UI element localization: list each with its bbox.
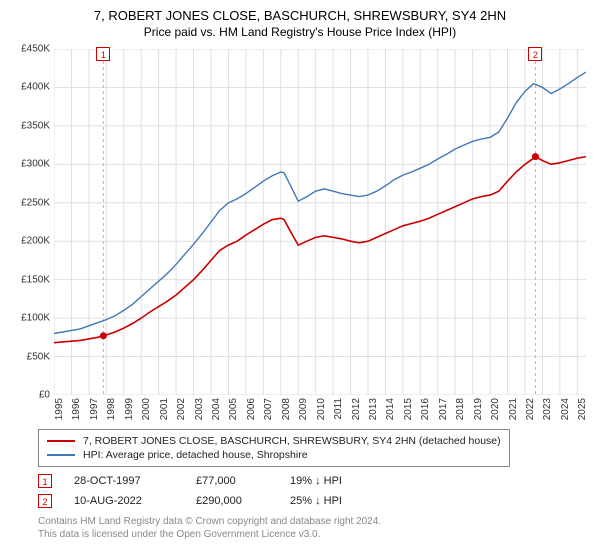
x-axis-tick-label: 2022 xyxy=(525,398,536,426)
x-axis-tick-label: 2006 xyxy=(246,398,257,426)
plot-area xyxy=(54,49,586,395)
x-axis-tick-label: 2020 xyxy=(490,398,501,426)
x-axis-tick-label: 2011 xyxy=(333,398,344,426)
footer-line-1: Contains HM Land Registry data © Crown c… xyxy=(38,515,592,528)
x-axis-tick-label: 2018 xyxy=(455,398,466,426)
legend-label-price-paid: 7, ROBERT JONES CLOSE, BASCHURCH, SHREWS… xyxy=(83,435,501,447)
event-1-price: £77,000 xyxy=(196,475,268,487)
event-1-hpi: 19% ↓ HPI xyxy=(290,475,370,487)
plot-svg xyxy=(54,49,586,395)
x-axis-tick-label: 2000 xyxy=(141,398,152,426)
x-axis-tick-label: 2004 xyxy=(211,398,222,426)
title-line-2: Price paid vs. HM Land Registry's House … xyxy=(8,25,592,39)
y-axis-tick-label: £150K xyxy=(8,274,50,285)
x-axis-tick-label: 2012 xyxy=(351,398,362,426)
chart: £0 £50K £100K £150K £200K £250K £300K £350K £400… xyxy=(8,45,592,423)
chart-event-marker: 1 xyxy=(96,47,110,61)
x-axis-tick-label: 1997 xyxy=(89,398,100,426)
x-axis-tick-label: 2002 xyxy=(176,398,187,426)
x-axis-tick-label: 2013 xyxy=(368,398,379,426)
x-axis-tick-label: 2019 xyxy=(473,398,484,426)
legend-label-hpi: HPI: Average price, detached house, Shro… xyxy=(83,449,308,461)
x-axis-tick-label: 2017 xyxy=(438,398,449,426)
y-axis-tick-label: £450K xyxy=(8,44,50,55)
legend-item-price-paid: 7, ROBERT JONES CLOSE, BASCHURCH, SHREWS… xyxy=(47,434,501,448)
x-axis-tick-label: 2016 xyxy=(420,398,431,426)
x-axis-tick-label: 2005 xyxy=(228,398,239,426)
y-axis-tick-label: £0 xyxy=(8,390,50,401)
legend-swatch-hpi xyxy=(47,454,75,456)
x-axis-tick-label: 2001 xyxy=(159,398,170,426)
event-2-price: £290,000 xyxy=(196,495,268,507)
x-axis-tick-label: 2009 xyxy=(298,398,309,426)
event-2-hpi: 25% ↓ HPI xyxy=(290,495,370,507)
event-marker-2-icon: 2 xyxy=(38,494,52,508)
x-axis-tick-label: 2025 xyxy=(577,398,588,426)
event-2-date: 10-AUG-2022 xyxy=(74,495,174,507)
title-line-1: 7, ROBERT JONES CLOSE, BASCHURCH, SHREWS… xyxy=(8,8,592,23)
footer: Contains HM Land Registry data © Crown c… xyxy=(38,515,592,541)
x-axis-tick-label: 1996 xyxy=(71,398,82,426)
y-axis-tick-label: £100K xyxy=(8,313,50,324)
x-axis-tick-label: 2021 xyxy=(508,398,519,426)
y-axis-tick-label: £350K xyxy=(8,120,50,131)
x-axis-tick-label: 2023 xyxy=(542,398,553,426)
event-marker-1-icon: 1 xyxy=(38,474,52,488)
x-axis-tick-label: 2014 xyxy=(385,398,396,426)
y-axis-tick-label: £200K xyxy=(8,236,50,247)
event-row-2: 2 10-AUG-2022 £290,000 25% ↓ HPI xyxy=(38,491,592,511)
y-axis-tick-label: £250K xyxy=(8,197,50,208)
x-axis-tick-label: 2008 xyxy=(281,398,292,426)
y-axis-tick-label: £50K xyxy=(8,351,50,362)
y-axis-tick-label: £400K xyxy=(8,82,50,93)
x-axis-tick-label: 1999 xyxy=(124,398,135,426)
footer-line-2: This data is licensed under the Open Gov… xyxy=(38,528,592,541)
x-axis-tick-label: 2024 xyxy=(560,398,571,426)
x-axis-tick-label: 2015 xyxy=(403,398,414,426)
event-table: 1 28-OCT-1997 £77,000 19% ↓ HPI 2 10-AUG… xyxy=(38,471,592,511)
x-axis-tick-label: 1995 xyxy=(54,398,65,426)
legend: 7, ROBERT JONES CLOSE, BASCHURCH, SHREWS… xyxy=(38,429,510,467)
x-axis-tick-label: 2010 xyxy=(316,398,327,426)
legend-item-hpi: HPI: Average price, detached house, Shro… xyxy=(47,448,501,462)
legend-swatch-price-paid xyxy=(47,440,75,442)
x-axis-tick-label: 1998 xyxy=(106,398,117,426)
x-axis-tick-label: 2003 xyxy=(194,398,205,426)
chart-event-marker: 2 xyxy=(528,47,542,61)
event-1-date: 28-OCT-1997 xyxy=(74,475,174,487)
y-axis-tick-label: £300K xyxy=(8,159,50,170)
x-axis-tick-label: 2007 xyxy=(263,398,274,426)
event-row-1: 1 28-OCT-1997 £77,000 19% ↓ HPI xyxy=(38,471,592,491)
